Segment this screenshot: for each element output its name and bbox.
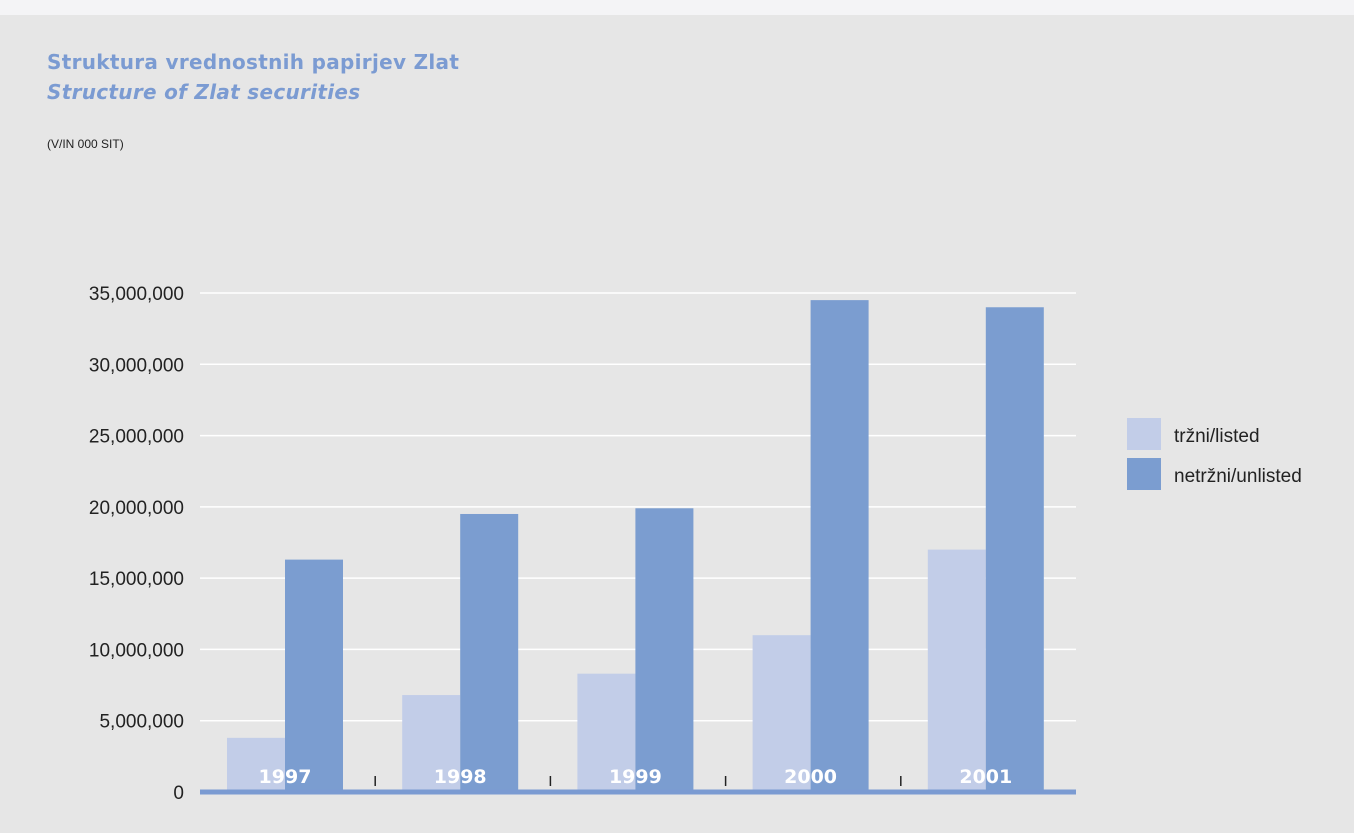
- x-tick-label: 1999: [609, 766, 662, 788]
- bar-unlisted: [985, 307, 1044, 792]
- bar-unlisted: [285, 559, 343, 792]
- bar-listed: [577, 673, 636, 792]
- x-tick-label: 1997: [259, 766, 312, 788]
- x-tick-label: 2000: [784, 766, 837, 788]
- bar-listed: [402, 695, 461, 792]
- bar-listed: [927, 549, 986, 792]
- legend-label: tržni/listed: [1174, 426, 1260, 447]
- x-tick-label: 2001: [959, 766, 1012, 788]
- y-tick-label: 0: [173, 783, 184, 804]
- chart-title: Struktura vrednostnih papirjev Zlat: [47, 50, 460, 74]
- bar-unlisted: [460, 513, 519, 792]
- bar-unlisted: [810, 300, 869, 792]
- y-tick-label: 25,000,000: [89, 427, 184, 448]
- legend-label: netržni/unlisted: [1174, 466, 1302, 487]
- y-tick-label: 20,000,000: [89, 498, 184, 519]
- bar-listed: [752, 635, 811, 792]
- bar-unlisted: [635, 508, 694, 792]
- y-tick-label: 30,000,000: [89, 355, 184, 376]
- legend-swatch: [1127, 418, 1161, 450]
- y-tick-label: 5,000,000: [99, 712, 184, 733]
- unit-label: (V/IN 000 SIT): [47, 137, 124, 151]
- chart-subtitle: Structure of Zlat securities: [47, 80, 361, 104]
- y-tick-label: 15,000,000: [89, 569, 184, 590]
- y-tick-label: 10,000,000: [89, 640, 184, 661]
- legend-swatch: [1127, 458, 1161, 490]
- y-tick-label: 35,000,000: [89, 284, 184, 305]
- bar-listed: [227, 737, 285, 792]
- x-tick-label: 1998: [434, 766, 487, 788]
